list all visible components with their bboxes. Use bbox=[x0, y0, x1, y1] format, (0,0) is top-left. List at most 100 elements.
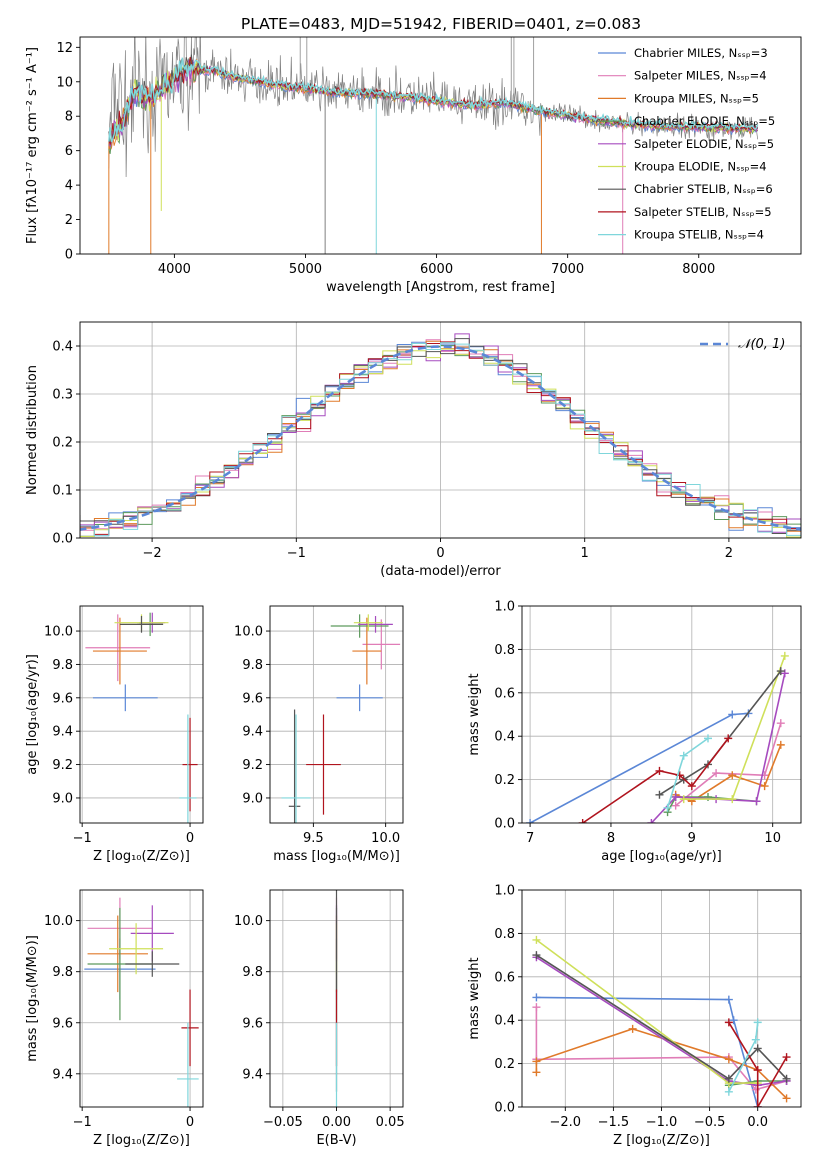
y-tick-label: 9.8 bbox=[242, 658, 263, 673]
weight-line-salpeter_miles bbox=[675, 722, 782, 807]
y-tick-label: 6 bbox=[65, 144, 73, 159]
weight-marker-salpeter_miles bbox=[532, 1003, 541, 1012]
plot-area-mass_vs_z bbox=[80, 890, 203, 1107]
weight-marker-salpeter_stelib bbox=[753, 1066, 762, 1075]
weight-marker-kroupa_elodie bbox=[679, 795, 688, 804]
weight-marker-chabrier_stelib bbox=[782, 1074, 791, 1083]
axes-mass_vs_ebv: −0.05 0.00 0.05 9.4 9.6 9.8 10.0 E(B-V) bbox=[234, 889, 405, 1148]
plot-area-age_vs_z bbox=[80, 606, 203, 823]
x-tick-label: 1 bbox=[581, 546, 589, 561]
axes-frame bbox=[521, 889, 802, 1108]
y-tick-label: 9.6 bbox=[242, 1016, 263, 1031]
x-tick-label: 10 bbox=[764, 831, 781, 846]
model-line-kroupa_stelib bbox=[108, 57, 759, 143]
legend-entry: Salpeter ELODIE, Nₛₛₚ=5 bbox=[634, 137, 774, 151]
y-axis-label: Normed distribution bbox=[25, 365, 40, 495]
x-tick-label: 9.5 bbox=[303, 831, 324, 846]
weight-marker-salpeter_miles bbox=[712, 769, 721, 778]
y-tick-label: 10.0 bbox=[44, 625, 73, 640]
weight-marker-salpeter_stelib bbox=[655, 766, 664, 775]
axes-age_vs_mass: 9.5 10.0 9.0 9.2 9.4 9.6 9.8 10.0 mass [log₁₀(M/… bbox=[234, 605, 404, 864]
weight-marker-kroupa_miles bbox=[724, 1055, 733, 1064]
x-tick-label: −1 bbox=[73, 1115, 92, 1130]
y-tick-label: 1.0 bbox=[494, 884, 515, 899]
weight-marker-salpeter_stelib bbox=[724, 1018, 733, 1027]
y-tick-label: 12 bbox=[56, 41, 73, 56]
weight-marker-salpeter_stelib bbox=[687, 782, 696, 791]
axes-frame bbox=[269, 889, 404, 1108]
weight-marker-salpeter_stelib bbox=[753, 1103, 762, 1107]
y-tick-label: 0.8 bbox=[494, 643, 515, 658]
x-axis-label: age [log₁₀(age/yr)] bbox=[601, 849, 722, 864]
x-tick-label: −1.5 bbox=[598, 1115, 630, 1130]
axes-frame bbox=[521, 605, 802, 824]
y-tick-label: 10.0 bbox=[234, 914, 263, 929]
weight-line-chabrier_miles bbox=[529, 712, 749, 823]
weight-line-kroupa_elodie bbox=[535, 939, 758, 1084]
x-tick-label: 0 bbox=[186, 1115, 194, 1130]
y-tick-label: 9.6 bbox=[242, 691, 263, 706]
x-axis-label: Z [log₁₀(Z/Z⊙)] bbox=[93, 1133, 190, 1148]
plot-area-age_vs_mass bbox=[270, 606, 403, 823]
weight-marker-chabrier_miles bbox=[728, 710, 737, 719]
legend-entry: Chabrier STELIB, Nₛₛₚ=6 bbox=[634, 182, 773, 196]
weight-marker-kroupa_miles bbox=[532, 1068, 541, 1077]
y-tick-label: 0.1 bbox=[52, 484, 73, 499]
plot-area-weight_vs_z bbox=[522, 890, 801, 1107]
y-axis-label: mass weight bbox=[467, 957, 482, 1039]
weight-marker-kroupa_elodie bbox=[780, 651, 789, 660]
weight-marker-chabrier_stelib bbox=[753, 1044, 762, 1053]
histogram-chabrier_stelib bbox=[80, 338, 801, 534]
weight-line-chabrier_miles bbox=[536, 996, 759, 1107]
y-tick-label: 0.4 bbox=[494, 730, 515, 745]
weight-marker-kroupa_miles bbox=[776, 740, 785, 749]
axes-spectrum: 4000 5000 6000 7000 8000 0 2 4 6 8 10 12 wavelength … bbox=[25, 36, 802, 295]
x-tick-label: −2.0 bbox=[550, 1115, 582, 1130]
x-axis-label: wavelength [Angstrom, rest frame] bbox=[326, 280, 555, 295]
axes-age_vs_z: −1 0 9.0 9.2 9.4 9.6 9.8 10.0 Z [log₁₀(Z/Z⊙)] age… bbox=[25, 605, 204, 864]
x-tick-label: −1 bbox=[287, 546, 306, 561]
axes-weight_vs_age: 7 8 9 10 0.0 0.2 0.4 0.6 0.8 1.0 age [log₁₀(age/yr… bbox=[467, 600, 802, 864]
y-axis-label: mass [log₁₀(M/M⊙)] bbox=[25, 935, 40, 1062]
weight-marker-kroupa_stelib bbox=[663, 803, 672, 812]
x-axis-label: Z [log₁₀(Z/Z⊙)] bbox=[613, 1133, 710, 1148]
weight-marker-chabrier_stelib bbox=[655, 790, 664, 799]
weight-marker-salpeter_elodie bbox=[780, 669, 789, 678]
legend-entry: Salpeter MILES, Nₛₛₚ=4 bbox=[634, 69, 767, 83]
x-tick-label: 0.0 bbox=[747, 1115, 768, 1130]
x-tick-label: 8 bbox=[607, 831, 615, 846]
x-tick-label: 7000 bbox=[551, 262, 584, 277]
axes-frame bbox=[79, 321, 802, 539]
x-tick-label: 9 bbox=[688, 831, 696, 846]
axes-weight_vs_z: −2.0 −1.5 −1.0 −0.5 0.0 0.0 0.2 0.4 0.6 0.8 1.0 Z [… bbox=[467, 884, 802, 1148]
plot-area-mass_vs_ebv bbox=[270, 890, 403, 1107]
x-tick-label: −1 bbox=[73, 831, 92, 846]
weight-marker-kroupa_miles bbox=[782, 1094, 791, 1103]
weight-marker-chabrier_miles bbox=[532, 993, 541, 1002]
figure-title: PLATE=0483, MJD=51942, FIBERID=0401, z=0… bbox=[241, 15, 641, 33]
y-tick-label: 9.4 bbox=[52, 1067, 73, 1082]
weight-marker-kroupa_stelib bbox=[751, 1035, 760, 1044]
axes-frame bbox=[269, 605, 404, 824]
x-tick-label: 6000 bbox=[420, 262, 453, 277]
weight-marker-salpeter_stelib bbox=[578, 819, 587, 823]
y-tick-label: 9.4 bbox=[52, 725, 73, 740]
weight-marker-chabrier_stelib bbox=[724, 1074, 733, 1083]
plot-area-spectrum bbox=[108, 37, 759, 254]
y-tick-label: 1.0 bbox=[494, 600, 515, 615]
legend-entry: Kroupa MILES, Nₛₛₚ=5 bbox=[634, 91, 759, 105]
x-tick-label: 5000 bbox=[289, 262, 322, 277]
y-tick-label: 0 bbox=[65, 248, 73, 263]
weight-marker-salpeter_stelib bbox=[782, 1053, 791, 1062]
weight-marker-kroupa_stelib bbox=[724, 1087, 733, 1096]
weight-marker-salpeter_elodie bbox=[647, 819, 656, 823]
plot-area-weight_vs_age bbox=[522, 606, 801, 823]
legend-entry: Kroupa ELODIE, Nₛₛₚ=4 bbox=[634, 160, 767, 174]
y-tick-label: 9.4 bbox=[242, 725, 263, 740]
y-tick-label: 9.2 bbox=[242, 758, 263, 773]
y-tick-label: 0.6 bbox=[494, 686, 515, 701]
weight-marker-kroupa_stelib bbox=[679, 751, 688, 760]
axes-frame bbox=[79, 889, 204, 1108]
weight-marker-chabrier_stelib bbox=[776, 667, 785, 676]
weight-marker-salpeter_elodie bbox=[752, 797, 761, 806]
